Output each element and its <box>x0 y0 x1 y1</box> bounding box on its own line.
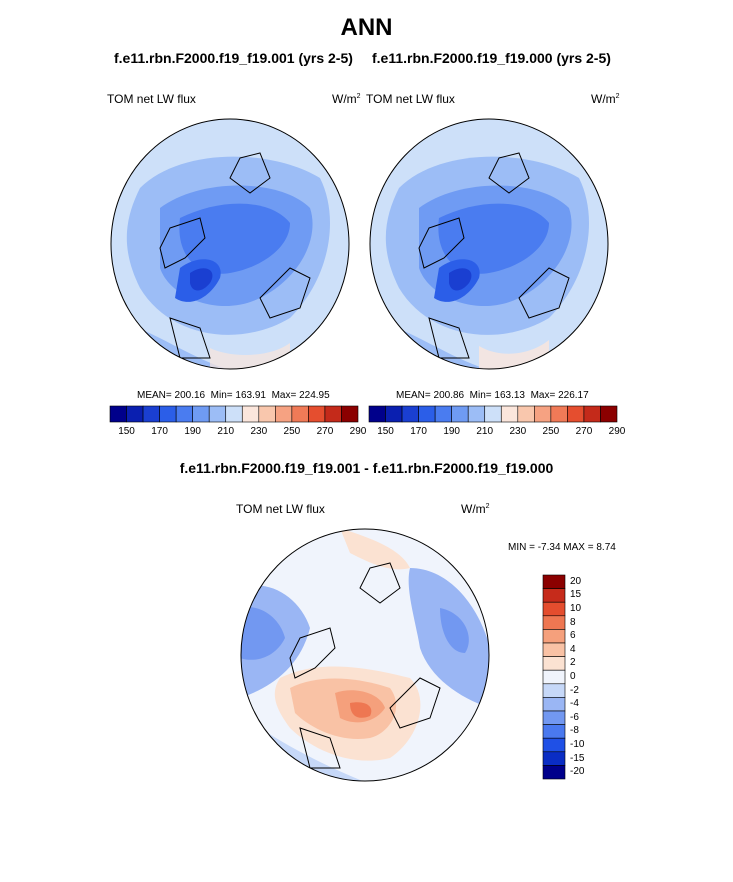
colorbar-swatch <box>542 751 566 766</box>
colorbar-tick-label: 6 <box>570 630 576 642</box>
right-colorbar <box>368 405 618 423</box>
left-polar-map <box>110 118 350 370</box>
colorbar-swatch <box>534 405 552 423</box>
left-units-label: W/m2 <box>332 92 361 106</box>
colorbar-swatch <box>542 669 566 685</box>
diff-polar-map <box>240 528 490 782</box>
colorbar-tick-label: -6 <box>570 711 579 723</box>
colorbar-tick-label: 150 <box>118 426 135 437</box>
colorbar-swatch <box>308 405 326 423</box>
colorbar-tick-label: -15 <box>570 752 585 764</box>
colorbar-swatch <box>341 405 359 423</box>
colorbar-tick-label: 190 <box>184 426 201 437</box>
colorbar-tick-label: -2 <box>570 684 579 696</box>
colorbar-tick-label: 20 <box>570 575 582 587</box>
left-variable-label: TOM net LW flux <box>107 92 196 106</box>
right-units-label: W/m2 <box>591 92 620 106</box>
colorbar-swatch <box>542 629 566 644</box>
colorbar-swatch <box>542 574 566 589</box>
colorbar-swatch <box>484 405 502 423</box>
diff-title: f.e11.rbn.F2000.f19_f19.001 - f.e11.rbn.… <box>179 460 554 476</box>
colorbar-swatch <box>583 405 601 423</box>
colorbar-swatch <box>385 405 403 423</box>
colorbar-tick-label: -8 <box>570 725 579 737</box>
diff-units-label: W/m2 <box>461 502 490 516</box>
colorbar-swatch <box>434 405 452 423</box>
colorbar-swatch <box>225 405 243 423</box>
colorbar-tick-label: 15 <box>570 589 582 601</box>
colorbar-tick-label: 10 <box>570 603 582 614</box>
colorbar-swatch <box>192 405 210 423</box>
colorbar-tick-label: 290 <box>349 426 367 437</box>
colorbar-swatch <box>550 405 568 423</box>
colorbar-tick-label: 250 <box>283 426 301 437</box>
colorbar-swatch <box>109 405 127 423</box>
colorbar-swatch <box>567 405 585 423</box>
colorbar-tick-label: 290 <box>608 426 626 437</box>
diff-minmax: MIN = -7.34 MAX = 8.74 <box>508 542 616 553</box>
colorbar-swatch <box>159 405 177 423</box>
colorbar-swatch <box>451 405 469 423</box>
colorbar-swatch <box>542 601 566 617</box>
right-variable-label: TOM net LW flux <box>366 92 455 106</box>
colorbar-tick-label: 270 <box>575 426 593 437</box>
colorbar-tick-label: 8 <box>570 616 576 628</box>
colorbar-tick-label: 250 <box>542 426 560 437</box>
colorbar-tick-label: 210 <box>476 426 494 437</box>
left-colorbar <box>109 405 359 423</box>
colorbar-swatch <box>542 724 566 739</box>
colorbar-swatch <box>542 588 566 603</box>
colorbar-swatch <box>175 405 193 423</box>
colorbar-tick-label: 2 <box>570 657 576 669</box>
colorbar-swatch <box>600 405 618 423</box>
colorbar-swatch <box>542 710 566 725</box>
colorbar-swatch <box>517 405 535 423</box>
colorbar-tick-label: 0 <box>570 671 576 682</box>
diff-variable-label: TOM net LW flux <box>236 502 325 516</box>
colorbar-tick-label: 210 <box>217 426 235 437</box>
right-case-title: f.e11.rbn.F2000.f19_f19.000 (yrs 2-5) <box>372 50 611 66</box>
colorbar-tick-label: 4 <box>570 643 576 655</box>
colorbar-tick-label: 270 <box>316 426 334 437</box>
left-case-title: f.e11.rbn.F2000.f19_f19.001 (yrs 2-5) <box>114 50 353 66</box>
colorbar-swatch <box>324 405 342 423</box>
colorbar-swatch <box>542 615 566 630</box>
colorbar-swatch <box>142 405 160 423</box>
colorbar-tick-label: -10 <box>570 739 585 750</box>
colorbar-tick-label: -20 <box>570 766 585 778</box>
colorbar-tick-label: 230 <box>250 426 268 437</box>
figure-title: ANN <box>340 14 393 41</box>
colorbar-swatch <box>291 405 309 423</box>
colorbar-swatch <box>467 405 486 423</box>
colorbar-swatch <box>418 405 436 423</box>
left-stats: MEAN= 200.16 Min= 163.91 Max= 224.95 <box>137 390 330 401</box>
colorbar-swatch <box>258 405 276 423</box>
colorbar-tick-label: 170 <box>151 426 168 437</box>
diff-colorbar <box>542 574 566 780</box>
colorbar-swatch <box>542 683 566 698</box>
right-polar-map <box>369 118 609 370</box>
colorbar-tick-label: 190 <box>443 426 460 437</box>
colorbar-tick-label: 230 <box>509 426 527 437</box>
colorbar-tick-label: 150 <box>377 426 394 437</box>
colorbar-swatch <box>241 405 260 423</box>
colorbar-tick-label: -4 <box>570 698 579 710</box>
colorbar-swatch <box>542 697 566 712</box>
colorbar-swatch <box>542 737 566 753</box>
colorbar-swatch <box>368 405 386 423</box>
colorbar-swatch <box>126 405 144 423</box>
colorbar-swatch <box>542 656 566 671</box>
colorbar-tick-label: 170 <box>410 426 427 437</box>
right-stats: MEAN= 200.86 Min= 163.13 Max= 226.17 <box>396 390 589 401</box>
colorbar-swatch <box>500 405 519 423</box>
colorbar-swatch <box>208 405 227 423</box>
colorbar-swatch <box>542 642 566 657</box>
colorbar-swatch <box>275 405 293 423</box>
colorbar-swatch <box>542 765 566 780</box>
colorbar-swatch <box>401 405 419 423</box>
